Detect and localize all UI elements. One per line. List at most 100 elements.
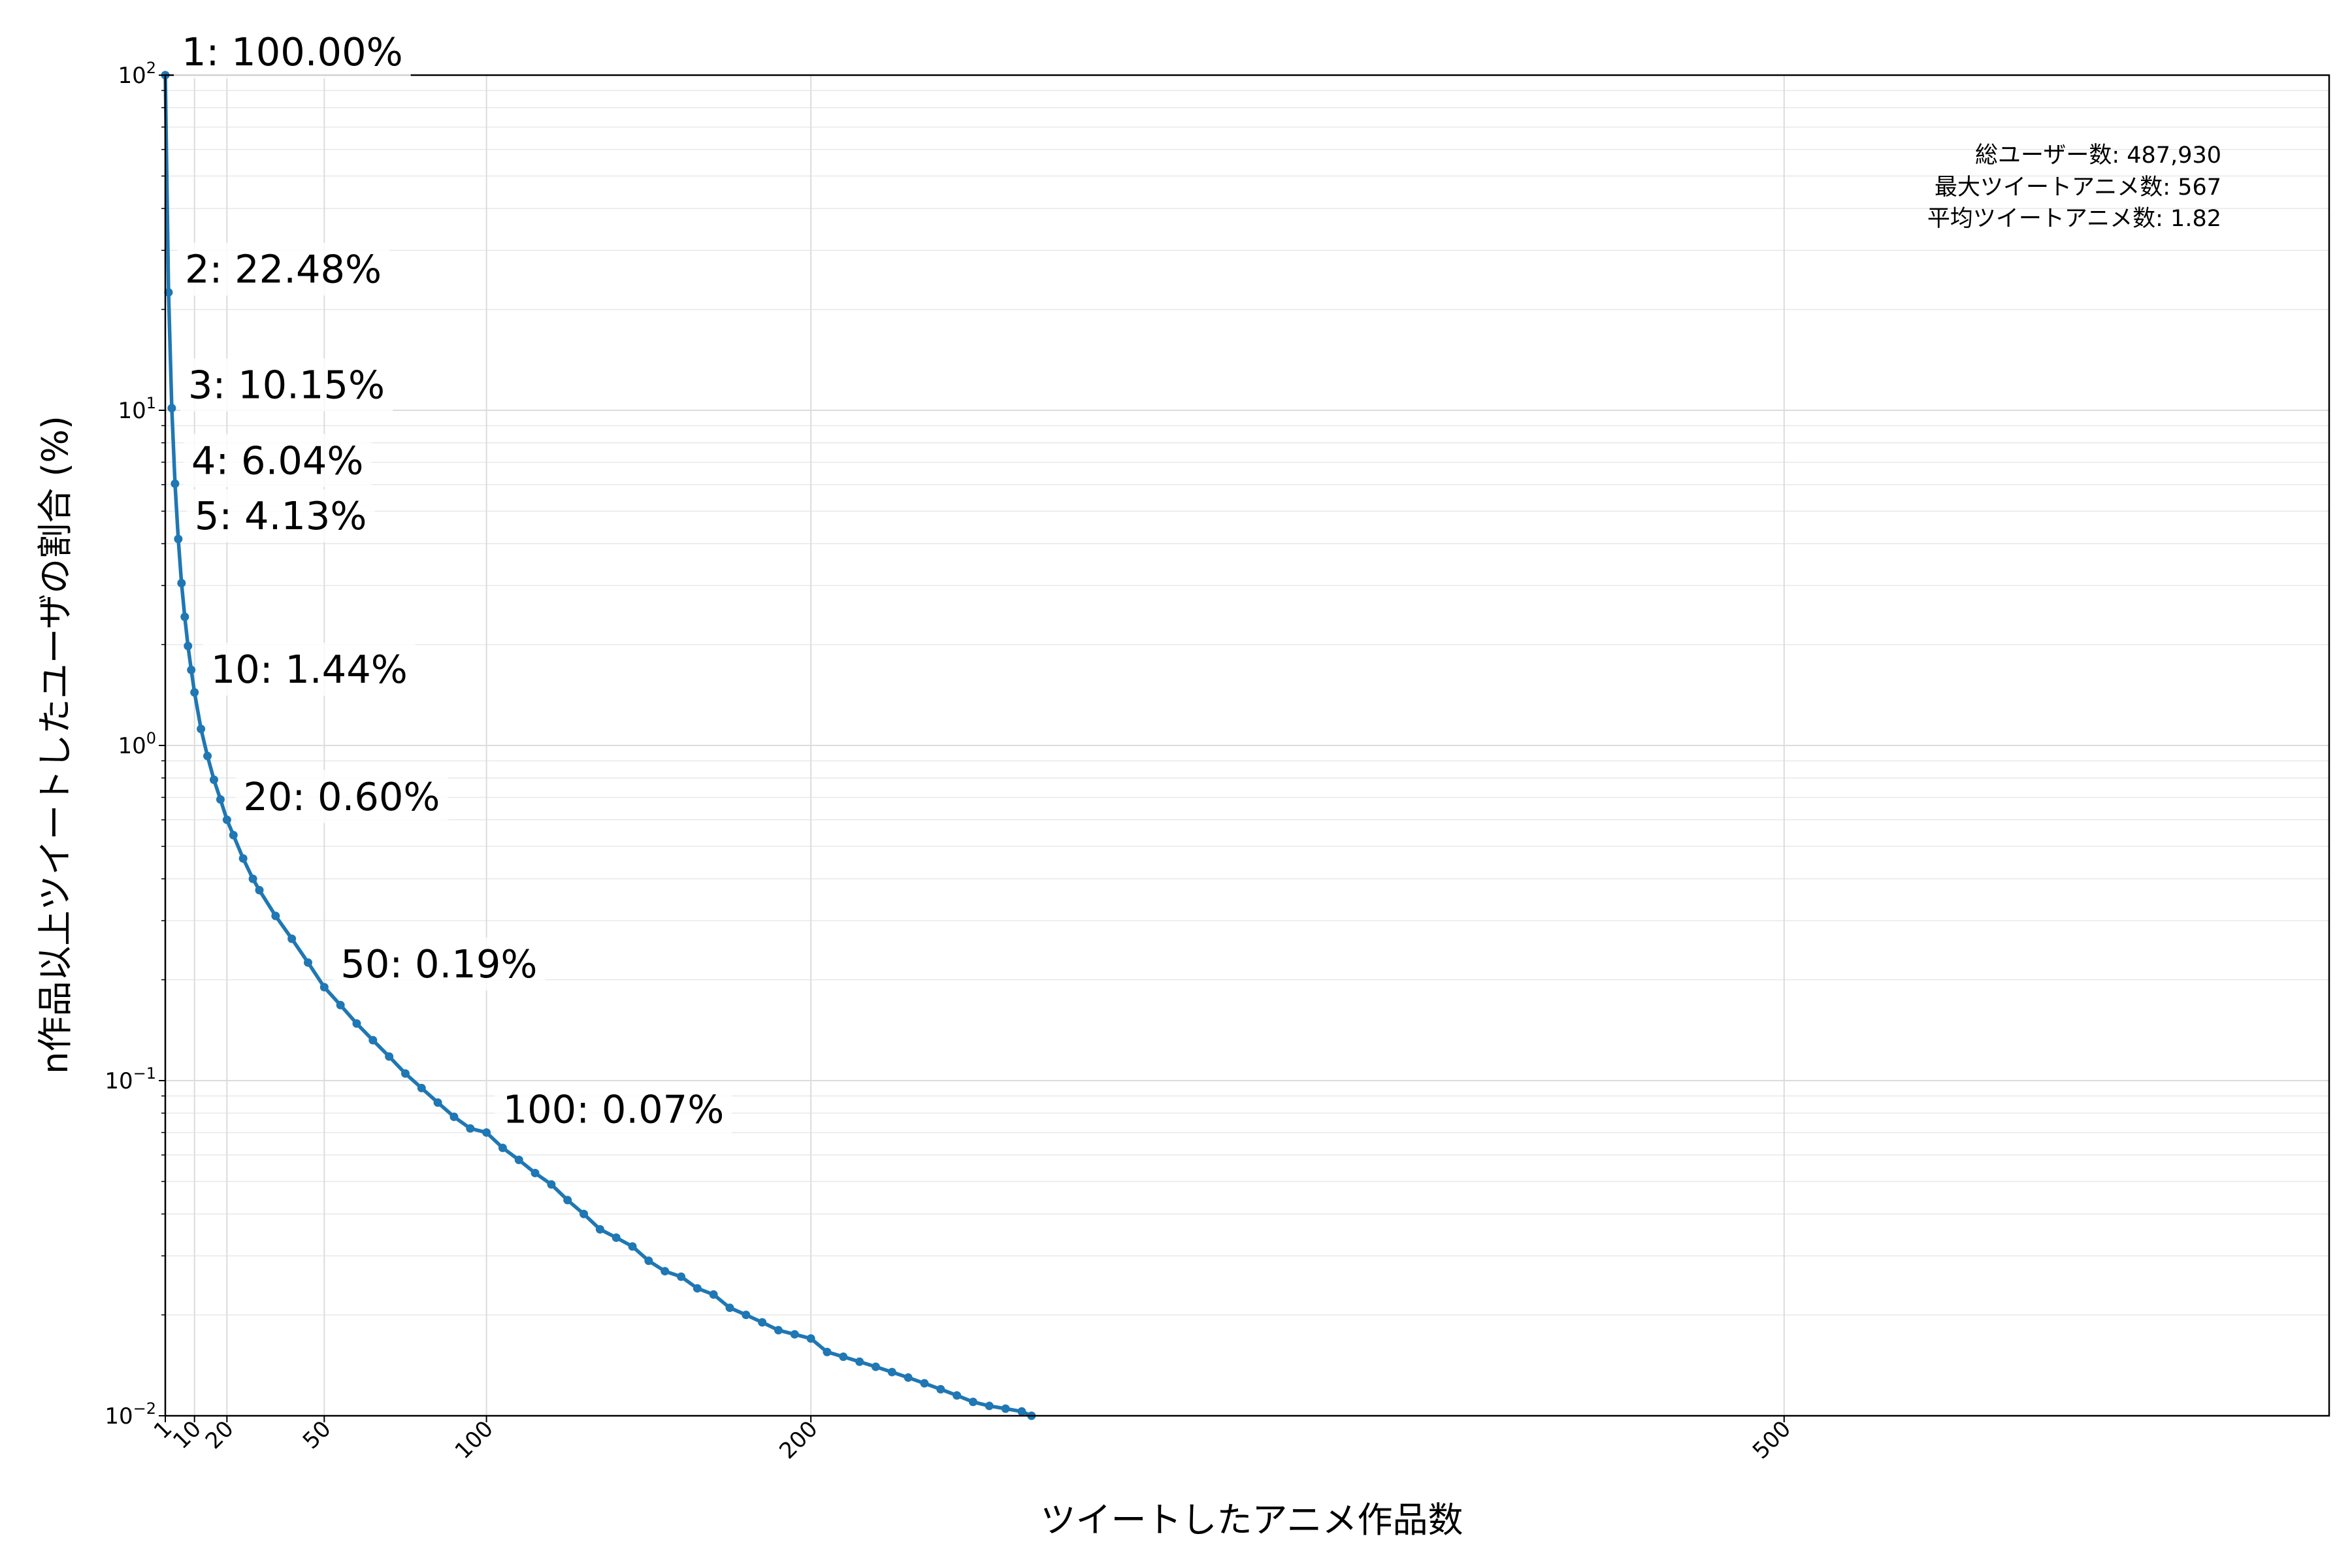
y-tick-label: 10−1 xyxy=(105,1064,156,1094)
series-marker xyxy=(677,1272,686,1281)
annotation-label: 1: 100.00% xyxy=(174,25,411,78)
y-tick-label: 10−2 xyxy=(105,1399,156,1429)
series-marker xyxy=(547,1180,556,1189)
annotation-label: 20: 0.60% xyxy=(235,770,448,823)
annotation-label: 10: 1.44% xyxy=(203,642,416,696)
annotation-text: 1: 100.00% xyxy=(182,29,403,74)
annotation-box xyxy=(203,642,416,696)
series-marker xyxy=(531,1168,540,1177)
series-marker xyxy=(595,1225,604,1234)
series-marker xyxy=(248,874,257,883)
stats-box: 総ユーザー数: 487,930 最大ツイートアニメ数: 567 平均ツイートアニ… xyxy=(1927,142,2221,232)
annotation-text: 100: 0.07% xyxy=(503,1086,725,1132)
series-marker xyxy=(855,1357,864,1366)
series-layer xyxy=(161,71,1036,1420)
annotation-text: 50: 0.19% xyxy=(340,941,537,987)
series-marker xyxy=(693,1284,702,1293)
annotation-text: 3: 10.15% xyxy=(188,363,385,408)
annotation-text: 10: 1.44% xyxy=(211,647,408,692)
series-marker xyxy=(180,612,189,621)
series-marker xyxy=(839,1352,848,1362)
series-marker xyxy=(203,751,212,760)
series-marker xyxy=(887,1367,896,1377)
series-marker xyxy=(628,1242,637,1251)
annotation-box xyxy=(180,358,393,412)
series-marker xyxy=(209,776,218,785)
series-marker xyxy=(904,1373,913,1382)
series-marker xyxy=(287,934,297,943)
series-marker xyxy=(823,1347,832,1356)
series-marker xyxy=(790,1330,799,1339)
annotation-text: 5: 4.13% xyxy=(195,493,367,538)
series-marker xyxy=(612,1233,621,1242)
series-marker xyxy=(303,958,312,967)
annotation-label: 5: 4.13% xyxy=(186,489,375,543)
series-marker xyxy=(174,534,183,544)
series-marker xyxy=(385,1052,394,1061)
series-marker xyxy=(482,1128,491,1137)
series-marker xyxy=(580,1209,589,1218)
annotation-label: 2: 22.48% xyxy=(176,242,390,296)
annotation-box xyxy=(495,1083,732,1136)
series-marker xyxy=(352,1019,361,1028)
series-marker xyxy=(271,911,280,921)
series-marker xyxy=(1017,1407,1026,1416)
y-tick-label: 102 xyxy=(118,59,156,89)
series-marker xyxy=(871,1362,880,1371)
annotation-label: 50: 0.19% xyxy=(333,937,546,990)
annotations: 1: 100.00% 2: 22.48% 3: 10.15% 4: 6.04% 5: 4… xyxy=(174,25,732,1136)
series-marker xyxy=(177,579,186,588)
series-marker xyxy=(953,1391,962,1400)
series-marker xyxy=(742,1311,751,1320)
series-marker xyxy=(498,1143,507,1152)
series-marker xyxy=(936,1384,945,1394)
series-marker xyxy=(433,1098,442,1107)
series-marker xyxy=(644,1256,653,1266)
y-axis-label: n作品以上ツイートしたユーザの割合 (%) xyxy=(35,416,76,1074)
series-marker xyxy=(758,1318,767,1327)
series-marker xyxy=(400,1069,410,1078)
series-marker xyxy=(216,795,225,804)
series-marker xyxy=(968,1397,977,1407)
series-marker xyxy=(171,479,180,488)
series-marker xyxy=(197,725,206,734)
x-axis-label: ツイートしたアニメ作品数 xyxy=(1041,1499,1463,1541)
annotation-text: 2: 22.48% xyxy=(185,247,382,292)
series-marker xyxy=(187,665,196,674)
series-marker xyxy=(238,854,248,863)
annotation-text: 20: 0.60% xyxy=(243,774,440,819)
series-marker xyxy=(661,1267,670,1276)
series-marker xyxy=(164,288,173,297)
series-marker xyxy=(184,642,193,651)
series-marker xyxy=(222,815,231,825)
series-marker xyxy=(449,1112,459,1121)
series-marker xyxy=(255,886,264,895)
series-marker xyxy=(985,1401,994,1411)
annotation-box xyxy=(333,937,546,990)
stats-max-anime: 最大ツイートアニメ数: 567 xyxy=(1935,174,2221,201)
annotation-box xyxy=(174,25,411,78)
annotation-box xyxy=(176,242,390,296)
series-marker xyxy=(167,404,176,413)
annotation-label: 4: 6.04% xyxy=(183,434,372,487)
series-marker xyxy=(806,1334,815,1343)
series-marker xyxy=(336,1000,345,1009)
series-marker xyxy=(417,1083,426,1092)
series-marker xyxy=(709,1290,718,1299)
series-marker xyxy=(725,1303,734,1313)
series-marker xyxy=(319,983,329,992)
series-marker xyxy=(1001,1404,1010,1413)
series-marker xyxy=(190,688,199,697)
series-marker xyxy=(229,830,238,840)
annotation-box xyxy=(183,434,372,487)
y-tick-label: 100 xyxy=(118,729,156,759)
annotation-text: 4: 6.04% xyxy=(191,438,364,483)
y-tick-label: 101 xyxy=(118,394,156,424)
annotation-box xyxy=(186,489,375,543)
stats-avg-anime: 平均ツイートアニメ数: 1.82 xyxy=(1927,206,2221,232)
series-marker xyxy=(563,1196,572,1205)
series-marker xyxy=(920,1379,929,1388)
annotation-box xyxy=(235,770,448,823)
series-marker xyxy=(514,1155,523,1164)
